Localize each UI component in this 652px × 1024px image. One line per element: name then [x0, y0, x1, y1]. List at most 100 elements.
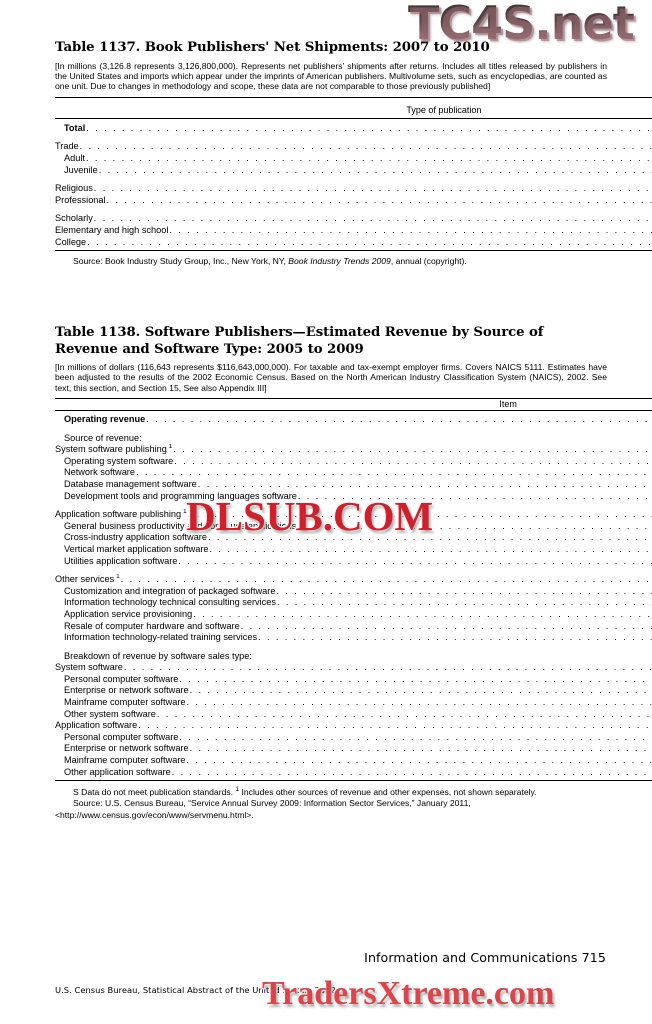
- table-row: Resale of computer hardware and software…: [55, 621, 652, 633]
- table-row: Mainframe computer software2,6452,5482,5…: [55, 755, 652, 767]
- row-label-text: Development tools and programming langua…: [64, 490, 297, 501]
- row-label: Utilities application software: [55, 556, 652, 568]
- leader-dots: [157, 709, 652, 721]
- table-1138: Item20052006200720082009 Operating revenu…: [55, 398, 652, 781]
- row-label-text: Enterprise or network software: [64, 685, 189, 696]
- header-rule: [55, 118, 652, 120]
- rule-cell: [55, 409, 652, 411]
- leader-dots: [99, 165, 652, 177]
- leader-dots: [94, 183, 652, 195]
- leader-dots: [193, 609, 652, 621]
- row-label-text: Operating revenue: [64, 414, 146, 425]
- row-label-text: Application service provisioning: [64, 608, 193, 619]
- row-label-text: Cross-industry application software: [64, 532, 207, 543]
- leader-dots: [297, 521, 652, 533]
- row-label-text: Database management software: [64, 478, 197, 489]
- table-1138-source: Source: U.S. Census Bureau, “Service Ann…: [73, 798, 471, 809]
- row-label-text: Operating system software: [64, 455, 174, 466]
- leader-dots: [124, 662, 652, 674]
- row-label-text: College: [55, 236, 87, 247]
- table-row: Enterprise or network software14,67216,2…: [55, 743, 652, 755]
- row-label: Adult: [55, 153, 652, 165]
- spacer-cell: [55, 502, 652, 509]
- row-label: Development tools and programming langua…: [55, 491, 652, 503]
- table-header-row: Item20052006200720082009: [55, 398, 652, 410]
- leader-dots: [87, 237, 652, 249]
- spacer-row: [55, 134, 652, 141]
- table-1138-title: Table 1138. Software Publishers—Estimate…: [55, 325, 544, 357]
- table-row: Operating system software15,90515,43417,…: [55, 456, 652, 468]
- table-row: Breakdown of revenue by software sales t…: [55, 651, 652, 663]
- row-label: Enterprise or network software: [55, 743, 652, 755]
- leader-dots: [121, 574, 652, 586]
- row-label: Source of revenue:: [55, 433, 652, 445]
- row-label-text: Elementary and high school: [55, 224, 169, 235]
- leader-dots: [210, 544, 652, 556]
- row-label: Breakdown of revenue by software sales t…: [55, 651, 652, 663]
- table-row: Other application software4,0795,1185,21…: [55, 767, 652, 779]
- table-1137-headnote: [In millions (3,126.8 represents 3,126,8…: [55, 60, 607, 92]
- table-row: Personal computer software20,404(S)19,34…: [55, 732, 652, 744]
- row-label-text: Network software: [64, 467, 135, 478]
- row-label-text: Personal computer software: [64, 673, 179, 684]
- table-row: College77.681.184.587.2: [55, 237, 652, 249]
- rule-cell: [55, 118, 652, 120]
- row-label: Other system software: [55, 709, 652, 721]
- table-1138-notes: S Data do not meet publication standards…: [55, 786, 607, 822]
- row-label: Enterprise or network software: [55, 685, 652, 697]
- table-header-row: Type of publication2007,est.2008,est.200…: [55, 96, 652, 119]
- leader-dots: [172, 767, 652, 779]
- table-row: Juvenile900.9889.2887.5900.8: [55, 165, 652, 177]
- row-label-text: Customization and integration of package…: [64, 585, 276, 596]
- source-suffix: , annual (copyright).: [390, 255, 467, 266]
- table-1138-source-url: <http://www.census.gov/econ/www/servmenu…: [55, 809, 254, 820]
- page-footer-right: Information and Communications 715: [364, 950, 606, 965]
- leader-dots: [298, 491, 652, 503]
- table-row: Source of revenue:: [55, 433, 652, 445]
- row-label: Customization and integration of package…: [55, 586, 652, 598]
- header-rule: [55, 409, 652, 411]
- table-row: Database management software6,9628,2759,…: [55, 479, 652, 491]
- table-bottom-rule: [55, 778, 652, 781]
- row-label-text: Total: [64, 122, 86, 133]
- row-label-text: Information technology technical consult…: [64, 597, 276, 608]
- table-1138-headnote: [In millions of dollars (116,643 represe…: [55, 362, 607, 393]
- spacer-cell: [55, 644, 652, 651]
- leader-dots: [179, 674, 652, 686]
- table-row: Elementary and high school175.0182.3188.…: [55, 225, 652, 237]
- table-row: Cross-industry application software13,58…: [55, 532, 652, 544]
- row-label-text: Other system software: [64, 708, 156, 719]
- row-label: College: [55, 237, 652, 249]
- row-label: Professional: [55, 195, 652, 207]
- table-row: Other services 131,96737,73640,91844,498…: [55, 574, 652, 586]
- row-label: Database management software: [55, 479, 652, 491]
- table-row: Religious274.5247.1239.2246.8: [55, 183, 652, 195]
- table-row: Mainframe computer software8,8319,2469,6…: [55, 697, 652, 709]
- row-label-text: Resale of computer hardware and software: [64, 620, 240, 631]
- rule-cell: [55, 778, 652, 781]
- row-label: Information technology technical consult…: [55, 597, 652, 609]
- spacer-row: [55, 176, 652, 183]
- row-label: Total: [55, 123, 652, 135]
- row-label: Cross-industry application software: [55, 532, 652, 544]
- stub-header: Type of publication: [55, 96, 652, 119]
- row-label: System software: [55, 662, 652, 674]
- leader-dots: [276, 586, 652, 598]
- row-label: Application software publishing 1: [55, 509, 652, 521]
- table-row: Network software12,19612,86913,85714,665…: [55, 467, 652, 479]
- table-row: Other system software3,5173,0724,3675,41…: [55, 709, 652, 721]
- footnote-marker: 1: [114, 574, 120, 581]
- table-row: Enterprise or network software15,96417,4…: [55, 685, 652, 697]
- leader-dots: [138, 720, 652, 732]
- row-label-text: Juvenile: [64, 164, 98, 175]
- row-label: Application service provisioning: [55, 609, 652, 621]
- table-row: Total3,126.83,078.93,101.33,168.9: [55, 123, 652, 135]
- table-row: Development tools and programming langua…: [55, 491, 652, 503]
- row-label-text: System software publishing 1: [55, 444, 173, 455]
- table-row: Vertical market application software6,72…: [55, 544, 652, 556]
- leader-dots: [173, 444, 652, 456]
- row-label-text: Vertical market application software: [64, 543, 209, 554]
- table-row: System software42,87644,16649,03852,4064…: [55, 662, 652, 674]
- stub-header: Item: [55, 398, 652, 410]
